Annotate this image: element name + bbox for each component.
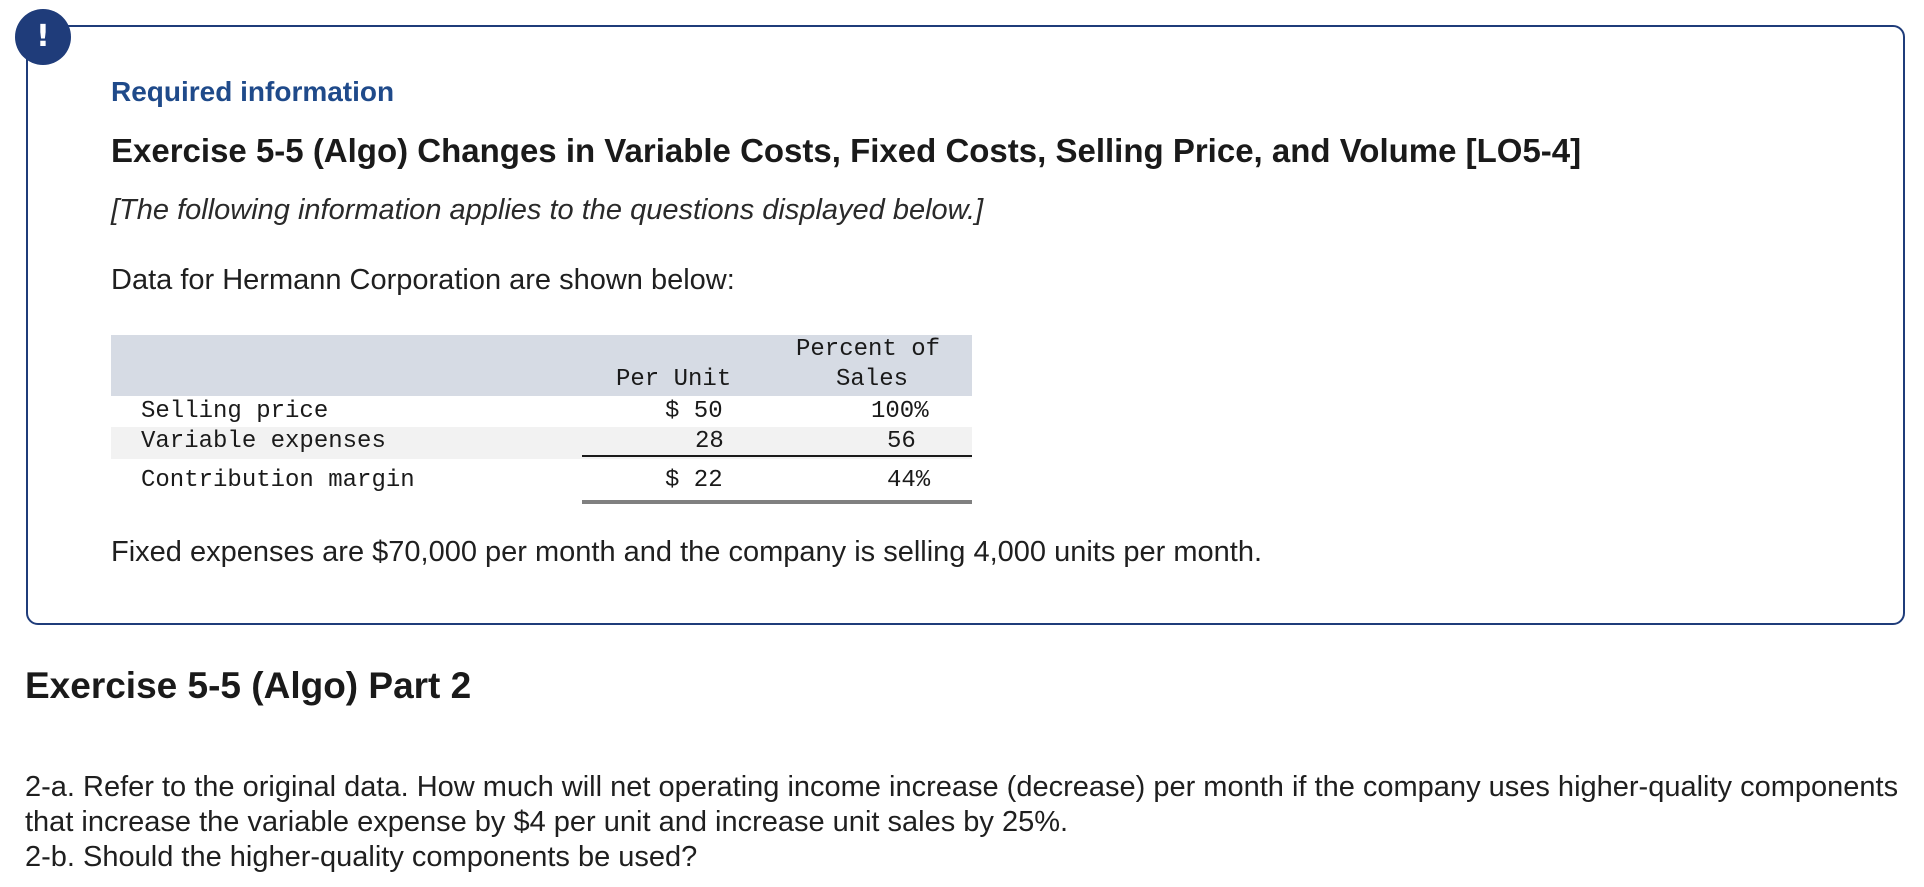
- question-2b: 2-b. Should the higher-quality component…: [25, 841, 698, 873]
- row-percent-contribution-margin: 44%: [887, 467, 931, 494]
- table-header-background: [111, 335, 972, 396]
- subtotal-rule: [582, 455, 972, 457]
- cost-data-table: Per Unit Percent of Sales Selling price …: [111, 335, 972, 505]
- required-information-panel: [26, 25, 1905, 625]
- header-percent-of: Percent of: [796, 336, 941, 363]
- alert-icon: !: [15, 9, 71, 65]
- row-per-unit-contribution-margin: $ 22: [665, 467, 723, 494]
- header-sales: Sales: [836, 366, 909, 393]
- row-per-unit-selling-price: $ 50: [665, 398, 723, 425]
- row-label-contribution-margin: Contribution margin: [141, 467, 415, 494]
- row-percent-selling-price: 100%: [871, 398, 929, 425]
- header-per-unit: Per Unit: [616, 366, 732, 393]
- part-title: Exercise 5-5 (Algo) Part 2: [25, 665, 472, 706]
- table-row-stripe: [111, 427, 972, 459]
- row-label-variable-expenses: Variable expenses: [141, 428, 386, 455]
- question-block: 2-a. Refer to the original data. How muc…: [25, 770, 1905, 875]
- row-label-selling-price: Selling price: [141, 398, 329, 425]
- required-information-label: Required information: [111, 76, 395, 107]
- total-rule: [582, 500, 972, 504]
- intro-text: Data for Hermann Corporation are shown b…: [111, 264, 735, 296]
- row-percent-variable-expenses: 56: [887, 428, 916, 455]
- question-2a: 2-a. Refer to the original data. How muc…: [25, 771, 1899, 838]
- row-per-unit-variable-expenses: 28: [695, 428, 724, 455]
- fixed-expenses-text: Fixed expenses are $70,000 per month and…: [111, 536, 1263, 568]
- exercise-title: Exercise 5-5 (Algo) Changes in Variable …: [111, 132, 1582, 169]
- applies-note: [The following information applies to th…: [111, 194, 984, 226]
